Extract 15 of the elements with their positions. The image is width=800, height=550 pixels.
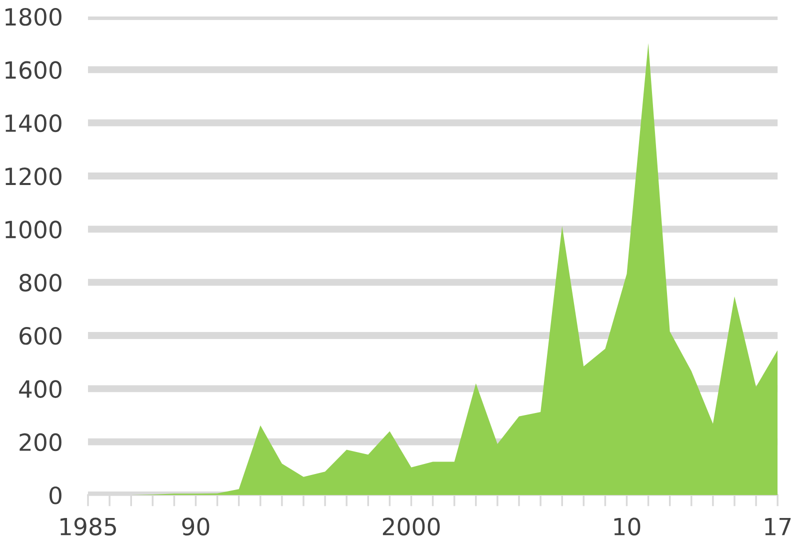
- x-tick-label: 17: [765, 518, 791, 536]
- x-tick-label: 1985: [60, 518, 116, 536]
- y-tick-label: 1200: [6, 167, 62, 186]
- y-tick-label: 1400: [6, 114, 62, 132]
- y-tick-label: 1800: [6, 8, 62, 26]
- y-tick-label: 200: [20, 433, 62, 452]
- x-tick-label: 2000: [382, 518, 440, 536]
- y-tick-label: 400: [19, 380, 62, 398]
- y-tick-label: 800: [20, 274, 62, 292]
- y-tick-label: 1600: [6, 61, 62, 79]
- x-tick-label: 90: [182, 518, 210, 536]
- y-tick-label: 1000: [6, 220, 62, 238]
- y-tick-label: 600: [20, 326, 62, 345]
- x-tick-label: 10: [614, 518, 640, 536]
- y-tick-label: 0: [50, 486, 62, 504]
